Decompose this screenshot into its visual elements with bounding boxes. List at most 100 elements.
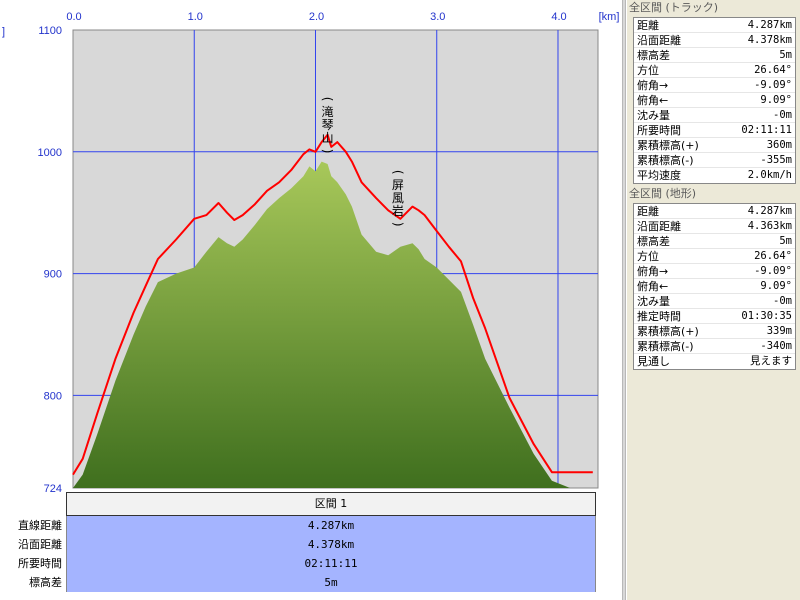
stats-panel: 全区間 (トラック) 距離 4.287km 沿面距離 4.378km 標高差 5m 方位 26… xyxy=(627,0,800,600)
section-row-label: 標高差 xyxy=(29,576,62,589)
section-rows: 4.287km 4.378km 02:11:11 5m xyxy=(66,516,596,592)
stat-terrain-label: 方位 xyxy=(637,250,659,263)
stat-track-value: -9.09° xyxy=(754,79,792,91)
annotation-char: 滝 xyxy=(322,105,334,119)
stat-terrain-row: 累積標高(-) -340m xyxy=(634,339,795,354)
stats-terrain-box: 距離 4.287km 沿面距離 4.363km 標高差 5m 方位 26.64° 俯角→ -9.0… xyxy=(633,203,796,370)
series-layer xyxy=(72,133,593,488)
section-row-value: 4.378km xyxy=(66,535,596,554)
stat-terrain-row: 距離 4.287km xyxy=(634,204,795,219)
x-tick-label: 1.0 xyxy=(188,11,203,23)
terrain-area xyxy=(73,161,593,488)
y-tick-label: 1100 xyxy=(38,25,62,37)
annotation-char: ) xyxy=(391,222,405,227)
stat-terrain-row: 方位 26.64° xyxy=(634,249,795,264)
stat-terrain-row: 俯角→ -9.09° xyxy=(634,264,795,279)
stat-track-value: 5m xyxy=(779,49,792,61)
section-row-value: 4.287km xyxy=(66,516,596,535)
stat-track-row: 累積標高(-) -355m xyxy=(634,153,795,168)
annotations: (滝琴山) (屏風岩) xyxy=(321,97,405,227)
stats-terrain-title: 全区間 (地形) xyxy=(627,186,800,202)
annotation-char: ( xyxy=(391,170,405,175)
stat-track-value: 02:11:11 xyxy=(741,124,792,136)
stat-terrain-value: 見えます xyxy=(750,355,792,367)
section-row-label: 沿面距離 xyxy=(18,538,62,551)
stat-track-value: 26.64° xyxy=(754,64,792,76)
stat-track-row: 距離 4.287km xyxy=(634,18,795,33)
stat-track-label: 標高差 xyxy=(637,49,670,62)
stat-track-label: 累積標高(+) xyxy=(637,139,699,152)
stat-terrain-row: 累積標高(+) 339m xyxy=(634,324,795,339)
stat-track-row: 平均速度 2.0km/h xyxy=(634,168,795,183)
axis-labels: 0.0 1.0 2.0 3.0 4.0 [km]] 724 800 900 1000 1100 xyxy=(2,11,619,492)
stat-terrain-row: 見通し 見えます xyxy=(634,354,795,369)
elevation-profile-chart[interactable]: 0.0 1.0 2.0 3.0 4.0 [km]] 724 800 900 1000 1100 (滝… xyxy=(0,0,622,492)
stat-track-row: 累積標高(+) 360m xyxy=(634,138,795,153)
stat-terrain-label: 推定時間 xyxy=(637,310,681,323)
x-tick-label: 4.0 xyxy=(551,11,566,23)
stat-track-value: 2.0km/h xyxy=(747,169,792,181)
peak-annotation: ( 滝琴山) xyxy=(321,97,335,154)
stat-terrain-value: 5m xyxy=(779,235,792,247)
panel-splitter[interactable] xyxy=(622,0,626,600)
stat-terrain-label: 沈み量 xyxy=(637,295,670,308)
stat-terrain-row: 沈み量 -0m xyxy=(634,294,795,309)
stat-terrain-label: 累積標高(+) xyxy=(637,325,699,338)
annotation-char: 琴 xyxy=(322,118,334,132)
stat-terrain-label: 見通し xyxy=(637,355,670,368)
stat-terrain-value: 4.363km xyxy=(747,220,792,232)
track-line xyxy=(72,133,593,476)
stat-track-row: 沿面距離 4.378km xyxy=(634,33,795,48)
x-tick-label: 2.0 xyxy=(309,11,324,23)
stat-terrain-value: 4.287km xyxy=(747,205,792,217)
stat-terrain-label: 俯角→ xyxy=(637,265,669,278)
section-header[interactable]: 区間 1 xyxy=(66,492,596,516)
stat-track-value: 9.09° xyxy=(760,94,792,106)
stat-track-label: 所要時間 xyxy=(637,124,681,137)
stat-terrain-label: 俯角← xyxy=(637,280,669,293)
stat-terrain-row: 推定時間 01:30:35 xyxy=(634,309,795,324)
y-unit-label: ] xyxy=(2,26,5,38)
stat-terrain-value: 9.09° xyxy=(760,280,792,292)
stat-track-row: 標高差 5m xyxy=(634,48,795,63)
stat-terrain-value: -0m xyxy=(773,295,792,307)
stat-terrain-label: 標高差 xyxy=(637,235,670,248)
stat-terrain-label: 沿面距離 xyxy=(637,220,681,233)
stat-terrain-row: 沿面距離 4.363km xyxy=(634,219,795,234)
stat-track-value: 4.287km xyxy=(747,19,792,31)
section-row-label: 直線距離 xyxy=(18,519,62,532)
annotation-char: 風 xyxy=(392,191,404,205)
stat-track-label: 沈み量 xyxy=(637,109,670,122)
annotation-char: 山 xyxy=(322,131,334,145)
section-row-value: 5m xyxy=(66,573,596,592)
annotation-char: ( xyxy=(321,97,335,102)
y-tick-label: 1000 xyxy=(38,147,62,159)
y-tick-label: 900 xyxy=(44,269,62,281)
stat-track-value: -355m xyxy=(760,154,792,166)
left-strip xyxy=(0,0,66,600)
annotation-char: ) xyxy=(321,149,335,154)
stat-track-row: 俯角← 9.09° xyxy=(634,93,795,108)
y-tick-label: 724 xyxy=(44,483,62,492)
stat-track-label: 俯角→ xyxy=(637,79,669,92)
x-tick-label: 3.0 xyxy=(430,11,445,23)
x-tick-label: 0.0 xyxy=(66,11,81,23)
stat-terrain-value: -340m xyxy=(760,340,792,352)
stat-terrain-value: 339m xyxy=(766,325,792,337)
peak-annotation: (屏風岩) xyxy=(391,170,405,227)
annotation-char: 岩 xyxy=(392,203,404,218)
stat-terrain-value: 01:30:35 xyxy=(741,310,792,322)
stat-track-row: 所要時間 02:11:11 xyxy=(634,123,795,138)
stats-track-box: 距離 4.287km 沿面距離 4.378km 標高差 5m 方位 26.64° 俯角→ -9.0… xyxy=(633,17,796,184)
stat-track-value: 360m xyxy=(766,139,792,151)
stat-terrain-row: 標高差 5m xyxy=(634,234,795,249)
stat-track-value: -0m xyxy=(773,109,792,121)
stat-terrain-value: -9.09° xyxy=(754,265,792,277)
stat-track-row: 沈み量 -0m xyxy=(634,108,795,123)
stat-track-label: 俯角← xyxy=(637,94,669,107)
y-tick-label: 800 xyxy=(44,390,62,402)
stat-track-row: 俯角→ -9.09° xyxy=(634,78,795,93)
stat-track-label: 方位 xyxy=(637,64,659,77)
stat-terrain-label: 累積標高(-) xyxy=(637,340,694,353)
stat-track-value: 4.378km xyxy=(747,34,792,46)
